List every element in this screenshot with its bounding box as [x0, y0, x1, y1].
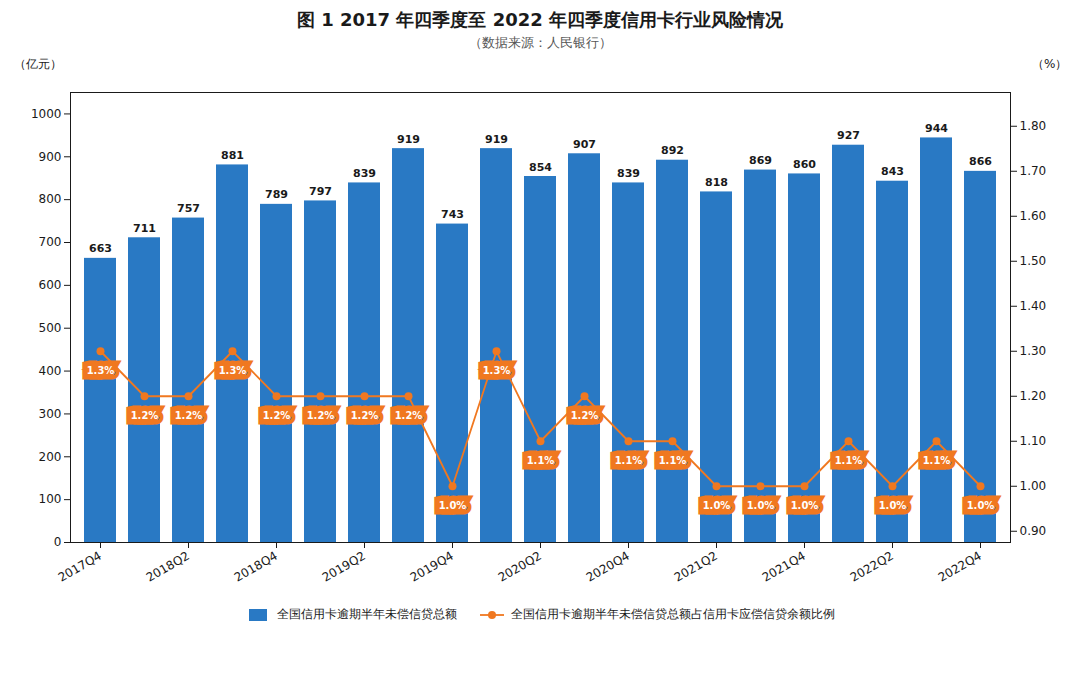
svg-text:400: 400 — [39, 364, 62, 378]
svg-text:866: 866 — [969, 155, 992, 168]
svg-text:1.40: 1.40 — [1020, 299, 1047, 313]
svg-text:789: 789 — [265, 188, 288, 201]
svg-text:1.30: 1.30 — [1020, 344, 1047, 358]
svg-text:1.00: 1.00 — [1020, 479, 1047, 493]
svg-text:1.1%: 1.1% — [615, 455, 643, 466]
svg-text:1.2%: 1.2% — [175, 410, 203, 421]
svg-text:839: 839 — [617, 167, 640, 180]
svg-text:869: 869 — [749, 154, 772, 167]
svg-text:1.2%: 1.2% — [351, 410, 379, 421]
svg-text:881: 881 — [221, 149, 244, 162]
svg-text:0.90: 0.90 — [1020, 524, 1047, 538]
svg-text:944: 944 — [925, 122, 948, 135]
svg-text:800: 800 — [39, 192, 62, 206]
svg-text:2019Q4: 2019Q4 — [408, 549, 456, 585]
svg-text:1.0%: 1.0% — [791, 500, 819, 511]
svg-text:1.0%: 1.0% — [703, 500, 731, 511]
svg-text:2022Q2: 2022Q2 — [848, 549, 896, 585]
svg-text:700: 700 — [39, 235, 62, 249]
svg-text:2018Q4: 2018Q4 — [232, 549, 280, 585]
svg-text:1000: 1000 — [31, 107, 62, 121]
svg-text:907: 907 — [573, 138, 596, 151]
svg-text:892: 892 — [661, 144, 684, 157]
svg-text:1.0%: 1.0% — [747, 500, 775, 511]
svg-text:2020Q2: 2020Q2 — [496, 549, 544, 585]
svg-text:2020Q4: 2020Q4 — [584, 549, 632, 585]
svg-text:1.80: 1.80 — [1020, 119, 1047, 133]
svg-text:200: 200 — [39, 450, 62, 464]
svg-text:0: 0 — [54, 535, 62, 549]
svg-text:1.0%: 1.0% — [879, 500, 907, 511]
svg-text:839: 839 — [353, 167, 376, 180]
svg-text:919: 919 — [397, 133, 420, 146]
svg-text:2017Q4: 2017Q4 — [56, 549, 104, 585]
svg-text:1.2%: 1.2% — [571, 410, 599, 421]
svg-text:1.2%: 1.2% — [395, 410, 423, 421]
svg-text:919: 919 — [485, 133, 508, 146]
html-text:全国信用卡逾期半年未偿信贷总额: 全国信用卡逾期半年未偿信贷总额 — [277, 607, 457, 621]
svg-text:2021Q4: 2021Q4 — [760, 549, 808, 585]
svg-text:1.60: 1.60 — [1020, 209, 1047, 223]
svg-text:1.1%: 1.1% — [659, 455, 687, 466]
svg-text:797: 797 — [309, 185, 332, 198]
svg-text:100: 100 — [39, 492, 62, 506]
html-text:全国信用卡逾期半年未偿信贷总额占信用卡应偿信贷余额比例: 全国信用卡逾期半年未偿信贷总额占信用卡应偿信贷余额比例 — [511, 607, 835, 621]
svg-text:1.70: 1.70 — [1020, 164, 1047, 178]
svg-text:1.1%: 1.1% — [835, 455, 863, 466]
svg-text:1.1%: 1.1% — [923, 455, 951, 466]
svg-text:1.2%: 1.2% — [131, 410, 159, 421]
svg-text:（%）: （%） — [1032, 57, 1067, 71]
svg-text:743: 743 — [441, 208, 464, 221]
svg-text:711: 711 — [133, 222, 156, 235]
svg-text:2021Q2: 2021Q2 — [672, 549, 720, 585]
html-text:（数据来源：人民银行）: （数据来源：人民银行） — [468, 35, 612, 50]
svg-text:1.1%: 1.1% — [527, 455, 555, 466]
svg-text:2018Q2: 2018Q2 — [144, 549, 192, 585]
html-text:图 1 2017 年四季度至 2022 年四季度信用卡行业风: 图 1 2017 年四季度至 2022 年四季度信用卡行业风险情况 — [297, 9, 783, 30]
svg-text:（亿元）: （亿元） — [14, 57, 62, 71]
svg-text:1.3%: 1.3% — [483, 365, 511, 376]
svg-text:500: 500 — [39, 321, 62, 335]
svg-text:854: 854 — [529, 161, 552, 174]
svg-text:2022Q4: 2022Q4 — [936, 549, 984, 585]
svg-text:2019Q2: 2019Q2 — [320, 549, 368, 585]
svg-text:818: 818 — [705, 176, 728, 189]
svg-text:900: 900 — [39, 150, 62, 164]
svg-text:1.2%: 1.2% — [263, 410, 291, 421]
svg-text:1.2%: 1.2% — [307, 410, 335, 421]
svg-text:600: 600 — [39, 278, 62, 292]
svg-text:1.0%: 1.0% — [967, 500, 995, 511]
svg-text:1.3%: 1.3% — [219, 365, 247, 376]
svg-text:1.50: 1.50 — [1020, 254, 1047, 268]
svg-text:663: 663 — [89, 242, 112, 255]
svg-text:843: 843 — [881, 165, 904, 178]
svg-text:927: 927 — [837, 129, 860, 142]
svg-text:1.10: 1.10 — [1020, 434, 1047, 448]
svg-text:1.20: 1.20 — [1020, 389, 1047, 403]
svg-text:1.0%: 1.0% — [439, 500, 467, 511]
svg-text:1.3%: 1.3% — [87, 365, 115, 376]
svg-text:757: 757 — [177, 202, 200, 215]
svg-text:860: 860 — [793, 158, 816, 171]
svg-text:300: 300 — [39, 407, 62, 421]
